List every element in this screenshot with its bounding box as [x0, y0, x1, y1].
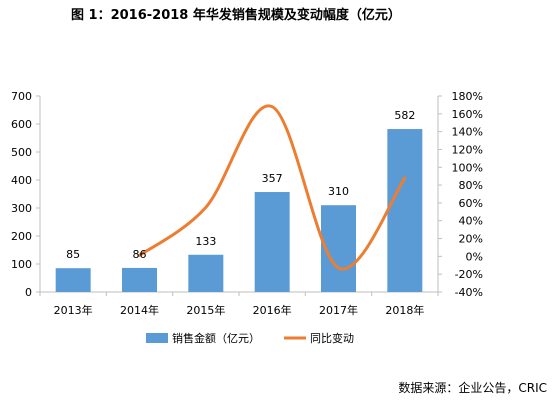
line-series	[138, 104, 407, 271]
bar-value-label: 582	[394, 109, 415, 122]
right-tick-label: 40%	[459, 215, 483, 228]
bar-series	[55, 129, 423, 292]
x-tick-label: 2014年	[120, 303, 159, 317]
right-tick-label: 80%	[459, 179, 483, 192]
right-tick-label: 20%	[459, 233, 483, 246]
left-tick-label: 100	[11, 258, 32, 271]
chart-title: 图 1：2016-2018 年华发销售规模及变动幅度（亿元）	[71, 8, 401, 23]
x-tick-label: 2017年	[319, 303, 358, 317]
right-tick-label: 160%	[452, 108, 483, 121]
left-tick-label: 200	[11, 230, 32, 243]
x-tick-label: 2015年	[186, 303, 225, 317]
legend-bar-label: 销售金额（亿元）	[172, 331, 260, 345]
legend: 销售金额（亿元） 同比变动	[146, 331, 354, 345]
legend-bar-swatch	[146, 333, 168, 343]
right-tick-label: 180%	[452, 90, 483, 103]
left-tick-label: 500	[11, 146, 32, 159]
left-tick-label: 700	[11, 90, 32, 103]
bar-value-label: 133	[195, 235, 216, 248]
right-tick-label: 140%	[452, 126, 483, 139]
data-labels: 85 86 133 357 310 582	[66, 109, 415, 261]
bar	[122, 267, 157, 292]
chart-axes: 0 100 200 300 400 500 600 700 -40% -20% 0% 20% 40% 60…	[11, 90, 483, 317]
right-tick-label: 60%	[459, 197, 483, 210]
x-tick-label: 2018年	[385, 303, 424, 317]
left-tick-label: 600	[11, 118, 32, 131]
x-tick-label: 2013年	[54, 303, 93, 317]
left-tick-label: 0	[25, 286, 32, 299]
right-tick-label: -40%	[455, 286, 483, 299]
bar	[188, 254, 224, 292]
bar	[387, 129, 423, 292]
right-tick-label: -20%	[455, 268, 483, 281]
right-tick-label: 120%	[452, 143, 483, 156]
left-tick-label: 400	[11, 174, 32, 187]
bar-value-label: 310	[328, 185, 349, 198]
x-tick-label: 2016年	[253, 303, 292, 317]
source-note: 数据来源：企业公告，CRIC	[398, 381, 547, 395]
right-tick-label: 0%	[466, 250, 483, 263]
bar-value-label: 357	[262, 172, 283, 185]
bar-value-label: 86	[133, 248, 147, 261]
right-tick-label: 100%	[452, 161, 483, 174]
legend-line-label: 同比变动	[310, 331, 354, 345]
bar	[254, 192, 290, 292]
bar-value-label: 85	[66, 248, 80, 261]
yoy-change-line	[138, 104, 407, 271]
left-tick-label: 300	[11, 202, 32, 215]
bar	[55, 268, 91, 292]
